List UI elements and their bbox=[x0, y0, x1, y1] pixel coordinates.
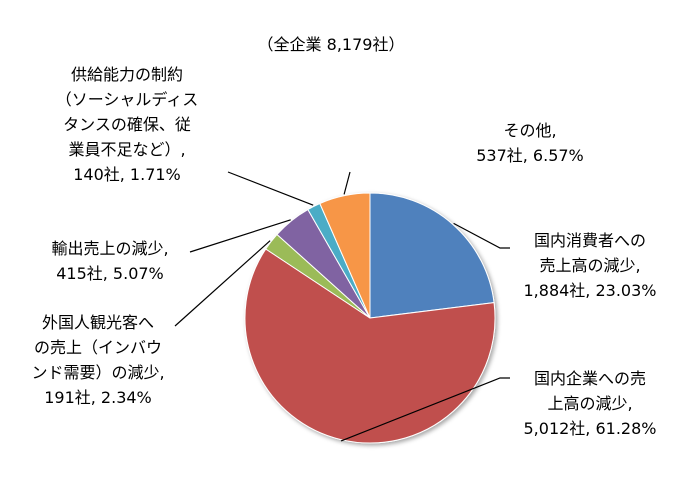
chart-subtitle: （全企業 8,179社） bbox=[257, 35, 405, 54]
slice-label-domestic-consumers: 国内消費者への 売上高の減少, 1,884社, 23.03% bbox=[523, 231, 657, 300]
slice-label-domestic-businesses: 国内企業への売 上高の減少, 5,012社, 61.28% bbox=[523, 369, 657, 438]
slice-label-supply-constraints: 供給能力の制約 （ソーシャルディス タンスの確保、従 業員不足など）, 140社… bbox=[55, 65, 199, 184]
slice-domestic-businesses bbox=[244, 248, 496, 444]
leader-line-export-sales bbox=[189, 219, 291, 253]
leader-line-domestic-consumers bbox=[453, 222, 510, 249]
slice-domestic-consumers bbox=[369, 192, 495, 319]
leader-line-supply-constraints bbox=[227, 171, 314, 206]
slice-other bbox=[319, 192, 371, 319]
slice-label-other: その他, 537社, 6.57% bbox=[476, 121, 584, 165]
slice-label-inbound-tourists: 外国人観光客へ の売上（インバウ ンド需要）の減少, 191社, 2.34% bbox=[31, 313, 165, 407]
leader-line-domestic-businesses bbox=[340, 377, 510, 442]
leader-line-other bbox=[343, 171, 351, 195]
leader-lines bbox=[174, 171, 510, 442]
slice-label-export-sales: 輸出売上の減少, 415社, 5.07% bbox=[51, 239, 169, 283]
leader-line-inbound-tourists bbox=[174, 240, 271, 327]
pie-slices bbox=[244, 192, 496, 444]
